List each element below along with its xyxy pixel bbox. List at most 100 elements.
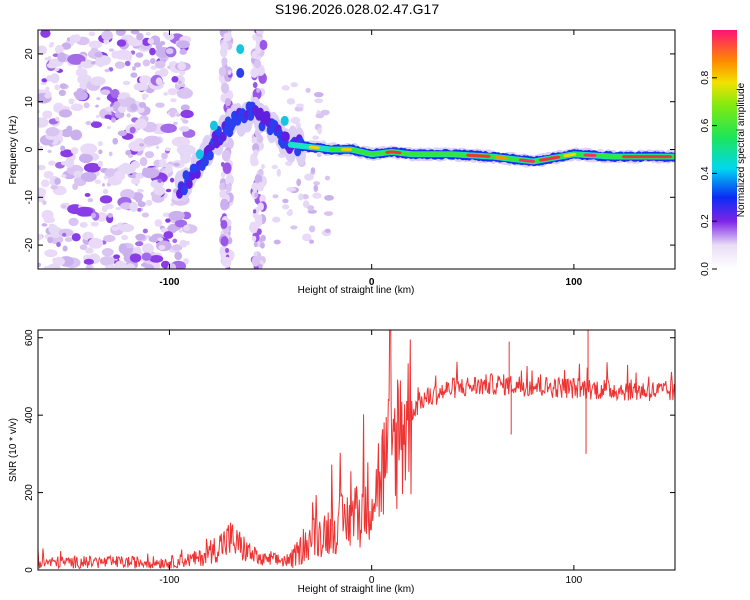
spectrogram-noise-blob (222, 162, 232, 174)
spectrogram-y-tick-label: 20 (24, 48, 35, 60)
spectrogram-noise-blob (58, 109, 73, 118)
spectrogram-noise-blob (120, 202, 133, 210)
spectrogram-noise-blob (64, 237, 73, 242)
spectrogram-noise-blob (155, 145, 160, 150)
spectrogram-noise-blob (252, 143, 260, 153)
spectrogram-noise-blob (56, 106, 61, 111)
spectrogram-noise-blob (88, 31, 96, 37)
colorbar-label: Normalized spectral amplitude (736, 82, 747, 217)
spectrogram-noise-blob (254, 173, 263, 185)
spectrogram-noise-blob (97, 160, 104, 168)
spectrogram-noise-blob (272, 194, 279, 199)
spectrogram-noise-blob (62, 245, 68, 252)
spectrogram-noise-blob (117, 105, 127, 113)
spectrogram-x-label: Height of straight line (km) (298, 285, 415, 296)
spectrogram-noise-blob (84, 192, 91, 198)
spectrogram-noise-blob (290, 225, 298, 230)
spectrogram-noise-blob (139, 75, 152, 85)
spectrogram-noise-blob (80, 143, 98, 155)
spectrogram-noise-blob (74, 90, 88, 101)
spectrogram-ridge-green (671, 154, 675, 159)
spectrogram-y-tick-label: -10 (24, 190, 35, 205)
spectrogram-noise-blob (90, 121, 103, 128)
spectrogram-noise-blob (313, 181, 320, 186)
spectrogram-noise-blob (118, 92, 128, 100)
spectrogram-noise-blob (111, 226, 120, 231)
spectrogram-noise-blob (165, 48, 174, 55)
spectrogram-noise-blob (251, 255, 261, 267)
spectrogram-noise-blob (96, 114, 100, 119)
spectrogram-noise-blob (43, 216, 56, 224)
spectrogram-noise-blob (154, 60, 166, 69)
spectrogram-noise-blob (77, 65, 83, 69)
spectrogram-noise-blob (77, 74, 92, 85)
spectrogram-noise-blob (220, 219, 228, 229)
spectrogram-noise-blob (301, 194, 309, 200)
spectrogram-noise-blob (224, 98, 232, 107)
spectrogram-noise-blob (103, 175, 108, 180)
spectrogram-noise-blob (150, 65, 158, 70)
spectrogram-noise-blob (102, 183, 105, 187)
spectrogram-noise-blob (257, 202, 264, 211)
spectrogram-noise-blob (253, 251, 258, 257)
spectrogram-noise-blob (281, 85, 290, 91)
spectrogram-noise-blob (222, 256, 232, 268)
spectrogram-noise-blob (132, 66, 136, 71)
snr-x-tick-label: -100 (159, 575, 179, 586)
spectrogram-noise-blob (95, 55, 112, 66)
spectrogram-noise-blob (167, 263, 177, 269)
spectrogram-noise-blob (42, 200, 47, 205)
spectrogram-noise-blob (288, 208, 293, 216)
spectrogram-noise-blob (249, 155, 259, 167)
spectrogram-hot-blob (189, 163, 198, 174)
spectrogram-noise-blob (308, 225, 316, 233)
snr-x-tick-label: 0 (369, 575, 375, 586)
spectrogram-noise-blob (255, 217, 263, 227)
spectrogram-hot-blob (236, 68, 245, 79)
snr-frame (37, 329, 676, 571)
spectrogram-noise-blob (56, 242, 61, 247)
spectrogram-noise-blob (79, 153, 93, 164)
spectrogram-noise-blob (47, 263, 61, 269)
spectrogram-noise-blob (141, 167, 160, 179)
spectrogram-noise-blob (150, 58, 156, 64)
spectrogram-noise-blob (137, 207, 142, 212)
spectrogram-noise-blob (324, 175, 331, 181)
spectrogram-noise-blob (259, 242, 265, 249)
colorbar-tick-label: 0.2 (700, 214, 711, 228)
spectrogram-noise-blob (169, 177, 175, 183)
spectrogram-noise-blob (272, 216, 281, 223)
spectrogram-noise-blob (122, 80, 131, 86)
spectrogram-noise-blob (80, 172, 97, 182)
spectrogram-noise-blob (251, 235, 257, 242)
spectrogram-noise-blob (83, 162, 101, 173)
spectrogram-noise-blob (173, 121, 178, 125)
spectrogram-noise-blob (168, 61, 178, 67)
spectrogram-y-label: Frequency (Hz) (8, 116, 19, 185)
spectrogram-y-tick-label: -20 (24, 237, 35, 252)
spectrogram-noise-blob (167, 88, 178, 96)
spectrogram-noise-blob (42, 110, 53, 119)
spectrogram-noise-blob (149, 47, 156, 56)
spectrogram-noise-blob (177, 62, 187, 71)
spectrogram-noise-blob (221, 61, 226, 67)
spectrogram-noise-blob (220, 198, 229, 211)
spectrogram-noise-blob (155, 77, 163, 86)
spectrogram-noise-blob (256, 228, 262, 236)
spectrogram-noise-blob (116, 39, 127, 47)
spectrogram-noise-blob (149, 254, 164, 263)
chart-title: S196.2026.028.02.47.G17 (275, 1, 439, 17)
snr-panel: -100 0 100 0 200 400 600 Height of straight li… (8, 329, 676, 595)
spectrogram-noise-blob (61, 232, 67, 237)
spectrogram-noise-blob (104, 203, 114, 210)
spectrogram-noise-blob (70, 129, 83, 141)
spectrogram-hot-blob (280, 115, 289, 126)
spectrogram-noise-blob (58, 89, 66, 97)
spectrogram-noise-blob (130, 72, 138, 78)
spectrogram-noise-blob (146, 246, 152, 251)
spectrogram-noise-blob (75, 206, 94, 217)
spectrogram-noise-blob (294, 106, 303, 112)
spectrogram-noise-blob (48, 224, 59, 235)
spectrogram-noise-blob (41, 78, 48, 83)
colorbar-tick-label: 0.6 (700, 118, 711, 132)
